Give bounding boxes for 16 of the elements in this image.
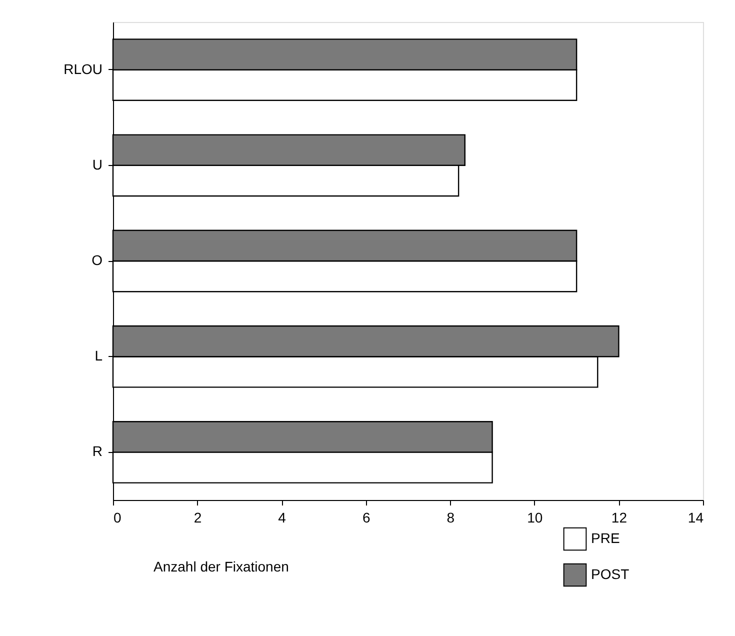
- x-tick-label: 2: [194, 510, 202, 526]
- x-tick-label: 14: [688, 510, 704, 526]
- x-axis-title: Anzahl der Fixationen: [154, 558, 289, 574]
- y-tick-label: O: [92, 252, 103, 268]
- legend-label: PRE: [591, 530, 620, 546]
- x-tick-label: 6: [362, 510, 370, 526]
- x-tick-label: 0: [114, 510, 122, 526]
- x-tick-label: 10: [527, 510, 543, 526]
- x-tick-label: 12: [611, 510, 628, 526]
- y-tick-label: RLOU: [64, 60, 102, 77]
- legend-label: POST: [591, 566, 630, 582]
- x-tick-label: 4: [278, 510, 286, 526]
- x-tick-label: 8: [446, 510, 455, 526]
- y-tick-label: L: [94, 348, 103, 364]
- y-tick-label: U: [92, 156, 102, 172]
- y-tick-label: R: [92, 443, 102, 460]
